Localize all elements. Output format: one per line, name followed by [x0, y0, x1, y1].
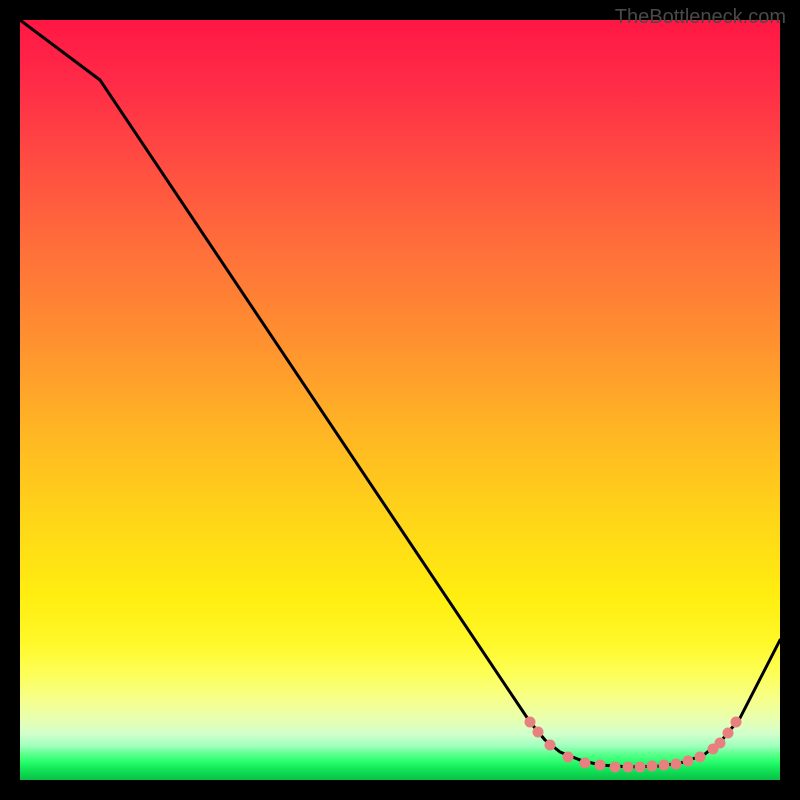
chart-marker	[595, 760, 606, 771]
chart-marker	[635, 762, 646, 773]
chart-marker	[647, 761, 658, 772]
chart-marker	[545, 740, 556, 751]
chart-marker	[731, 717, 742, 728]
chart-marker	[580, 758, 591, 769]
chart-marker	[610, 762, 621, 773]
chart-background	[20, 20, 780, 780]
chart-marker	[623, 762, 634, 773]
chart-marker	[695, 752, 706, 763]
chart-marker	[525, 717, 536, 728]
chart-container	[20, 20, 780, 780]
chart-marker	[683, 756, 694, 767]
chart-marker	[671, 759, 682, 770]
chart-marker	[723, 728, 734, 739]
chart-marker	[533, 727, 544, 738]
watermark-text: TheBottleneck.com	[615, 6, 786, 29]
chart-marker	[715, 738, 726, 749]
chart-marker	[563, 752, 574, 763]
chart-marker	[659, 760, 670, 771]
chart-svg	[20, 20, 780, 780]
